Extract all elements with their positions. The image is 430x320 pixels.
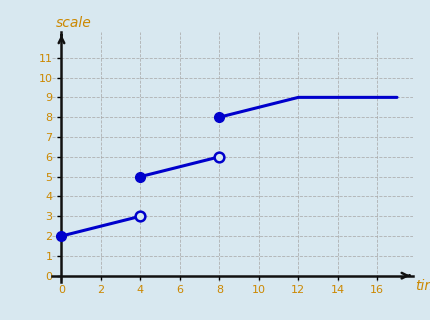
Text: scale: scale [55, 16, 91, 30]
Text: time: time [415, 279, 430, 292]
